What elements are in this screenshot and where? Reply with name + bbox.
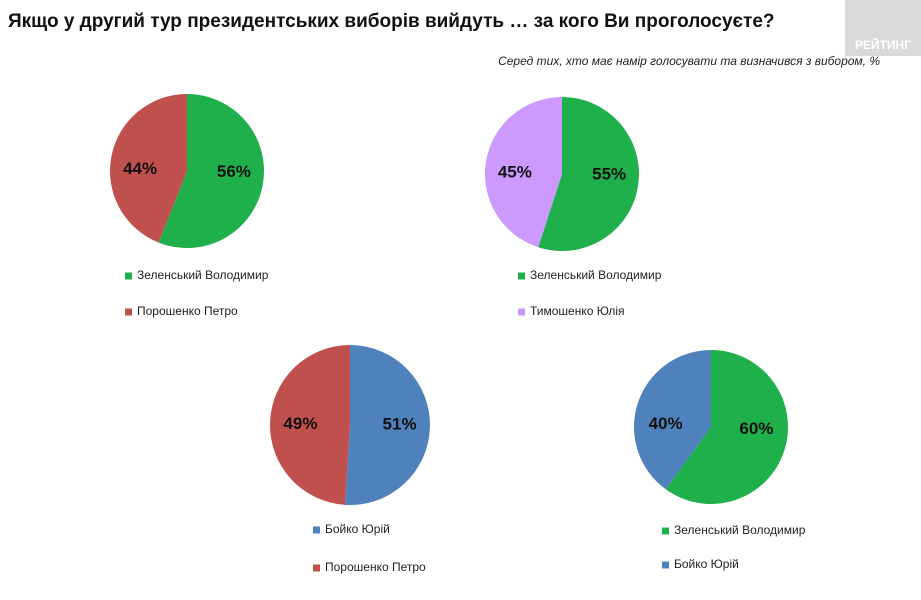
pie-slice xyxy=(665,350,788,504)
data-label: 55% xyxy=(592,165,626,184)
legend-label: Бойко Юрій xyxy=(674,557,739,571)
data-label: 45% xyxy=(498,162,532,181)
legend-swatch xyxy=(313,526,320,534)
legend-label: Порошенко Петро xyxy=(137,304,238,318)
data-label: 44% xyxy=(123,159,157,178)
legend-label: Зеленський Володимир xyxy=(530,268,662,282)
legend-swatch xyxy=(125,308,132,316)
pie-slice xyxy=(633,350,711,490)
pie-slice xyxy=(269,345,350,505)
legend-label: Тимошенко Юлія xyxy=(530,304,625,318)
pie-slice xyxy=(158,94,264,248)
legend-label: Зеленський Володимир xyxy=(674,523,806,537)
legend-label: Зеленський Володимир xyxy=(137,268,269,282)
data-label: 56% xyxy=(217,162,251,181)
legend-label: Бойко Юрій xyxy=(325,522,390,536)
subtitle: Серед тих, хто має намір голосувати та в… xyxy=(498,54,880,68)
data-label: 51% xyxy=(383,415,417,434)
data-label: 49% xyxy=(283,414,317,433)
pie-slice xyxy=(110,94,187,243)
legend-swatch xyxy=(313,564,320,572)
data-label: 60% xyxy=(739,419,773,438)
pie-slice xyxy=(484,97,562,248)
logo: РЕЙТИНГ xyxy=(855,37,911,52)
legend-swatch xyxy=(518,308,525,316)
legend-swatch xyxy=(125,272,132,280)
logo-box xyxy=(845,0,921,56)
legend-swatch xyxy=(662,561,669,569)
legend-label: Порошенко Петро xyxy=(325,560,426,574)
legend-swatch xyxy=(518,272,525,280)
chart-title: Якщо у другий тур президентських виборів… xyxy=(8,11,775,32)
legend-swatch xyxy=(662,527,669,535)
pie-slice xyxy=(538,97,639,251)
data-label: 40% xyxy=(649,414,683,433)
pie-slice xyxy=(344,345,430,506)
